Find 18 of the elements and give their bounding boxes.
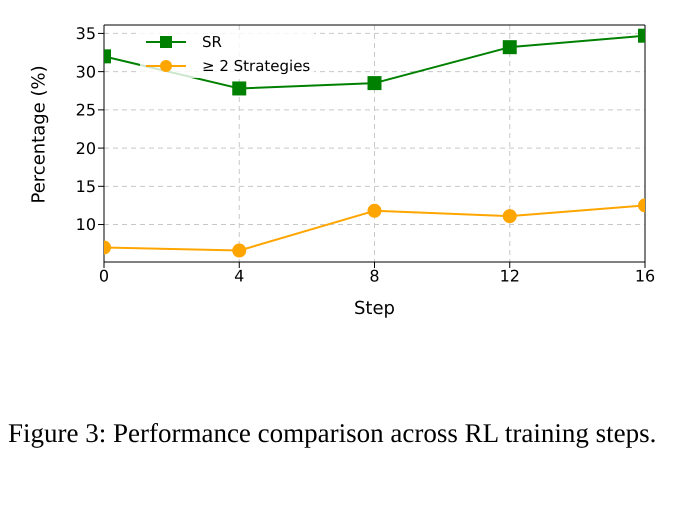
x-tick-label: 8 (369, 266, 380, 286)
point (368, 204, 382, 218)
y-tick-label: 15 (76, 176, 96, 196)
y-tick-label: 20 (76, 138, 96, 158)
x-axis-title: Step (354, 298, 395, 319)
legend-label: SR (202, 33, 222, 51)
y-axis-title: Percentage (%) (28, 65, 50, 204)
caption: Figure 3: Performance comparison across RL training steps. (8, 417, 658, 450)
legend-label: ≥ 2 Strategies (202, 57, 310, 75)
point (368, 76, 382, 90)
y-tick-label: 35 (76, 24, 96, 44)
y-tick-label: 25 (76, 100, 96, 120)
x-tick-label: 16 (634, 266, 656, 286)
x-tick-label: 12 (500, 266, 520, 286)
x-tick-label: 0 (98, 266, 110, 286)
y-tick-label: 30 (76, 62, 96, 82)
x-tick-label: 4 (234, 266, 244, 286)
y-tick-label: 10 (76, 215, 96, 234)
